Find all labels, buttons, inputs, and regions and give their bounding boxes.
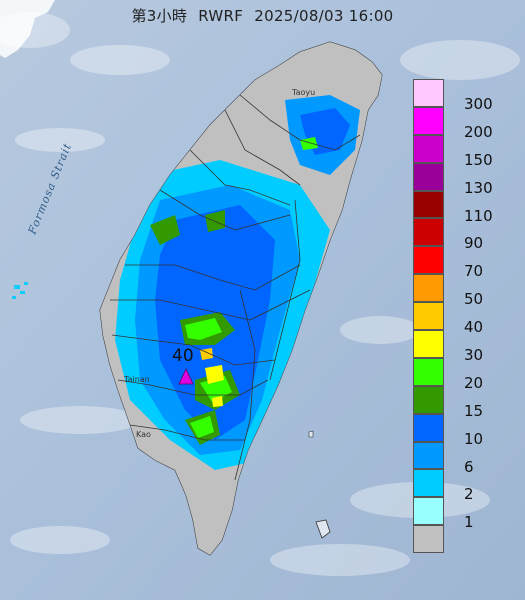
legend-label: 20: [464, 373, 484, 392]
legend-row: 70: [413, 246, 516, 280]
title-period: 第3小時: [131, 7, 188, 25]
legend-swatch: [413, 330, 444, 358]
cloud-patch: [0, 0, 55, 58]
legend-row: 10: [413, 413, 516, 448]
legend-row: 15: [413, 385, 516, 420]
legend-row: 30: [413, 330, 516, 364]
legend-swatch: [413, 79, 444, 107]
legend-row: 130: [413, 162, 516, 197]
place-label: Tainan: [124, 375, 150, 384]
legend-label: 50: [464, 290, 484, 309]
legend-label: 70: [464, 262, 484, 281]
legend-swatch: [413, 162, 444, 191]
title-datetime: 2025/08/03 16:00: [254, 7, 394, 25]
legend-label: 130: [464, 178, 493, 197]
legend-row: 6: [413, 441, 516, 476]
legend-row: 20: [413, 357, 516, 392]
map-title: 第3小時 RWRF 2025/08/03 16:00: [0, 5, 525, 26]
small-islet: [308, 430, 314, 438]
legend-swatch: [413, 106, 444, 135]
legend-swatch: [413, 218, 444, 247]
legend-label: 10: [464, 429, 484, 448]
legend-swatch: [413, 469, 444, 498]
legend-swatch: [413, 302, 444, 331]
county-boundaries: [110, 94, 361, 481]
legend-label: 6: [464, 457, 474, 476]
legend-swatch: [413, 413, 444, 442]
legend-swatch: [413, 134, 444, 163]
legend-label: 300: [464, 95, 493, 113]
rainfall-legend: 300 200 150 130 110 90 70 50 40 30 20 15 10 6 2 1: [413, 79, 516, 554]
legend-swatch: [413, 385, 444, 414]
legend-label: 110: [464, 206, 493, 225]
sea-texture: [0, 12, 520, 576]
legend-label: 2: [464, 485, 474, 504]
legend-row: 200: [413, 106, 516, 141]
legend-swatch: [413, 357, 444, 386]
place-label: Taoyu: [292, 88, 316, 97]
legend-swatch: [413, 497, 444, 526]
green-island: [315, 519, 331, 539]
legend-row: 1: [413, 497, 516, 531]
legend-label: 40: [464, 318, 484, 337]
legend-label: 30: [464, 346, 484, 365]
legend-label: 15: [464, 401, 484, 420]
legend-label: 200: [464, 122, 493, 141]
legend-row: 2: [413, 469, 516, 503]
legend-label: 90: [464, 234, 484, 253]
legend-row: 50: [413, 274, 516, 308]
legend-swatch: [413, 274, 444, 303]
legend-row: 90: [413, 218, 516, 252]
legend-swatch: [413, 525, 444, 554]
legend-label: 1: [464, 513, 474, 532]
legend-swatch: [413, 246, 444, 275]
sea-rain-cells: [12, 282, 28, 299]
legend-row: 40: [413, 302, 516, 336]
place-label: Kao: [136, 430, 151, 439]
legend-label: 150: [464, 150, 493, 169]
max-rain-value: 40: [172, 346, 194, 366]
legend-row: 150: [413, 134, 516, 169]
legend-swatch: [413, 441, 444, 470]
title-model: RWRF: [198, 7, 244, 25]
legend-row: 300: [413, 79, 516, 113]
legend-row: 110: [413, 190, 516, 225]
max-rain-marker: [178, 368, 194, 385]
legend-row: [413, 525, 516, 554]
legend-swatch: [413, 190, 444, 219]
